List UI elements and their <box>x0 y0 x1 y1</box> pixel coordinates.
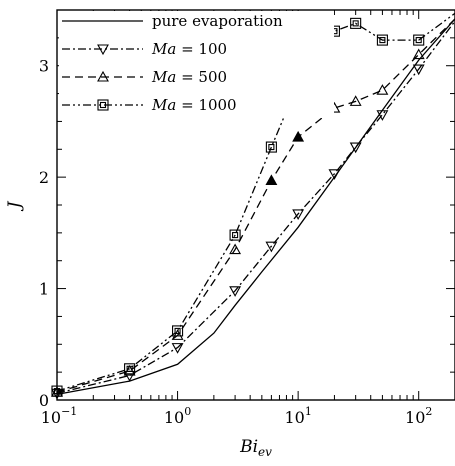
x-tick-base: 10 <box>41 408 61 427</box>
y-tick-label: 1 <box>39 280 49 299</box>
marker-square-inner <box>379 37 386 44</box>
y-tick-label: 3 <box>39 57 49 76</box>
x-tick-label: 10−1 <box>41 405 78 427</box>
marker-square-inner <box>232 232 239 239</box>
x-tick-base: 10 <box>164 408 184 427</box>
legend-label: Ma = 1000 <box>151 96 237 114</box>
marker-triangle-down <box>412 64 425 76</box>
marker-square <box>124 363 136 375</box>
marker-triangle-up <box>292 130 305 142</box>
marker-triangle-up <box>265 174 278 186</box>
x-tick-label: 102 <box>405 405 432 427</box>
series-0 <box>56 18 455 396</box>
marker-square <box>229 229 241 241</box>
marker-triangle-up <box>376 84 389 95</box>
legend-label: pure evaporation <box>152 12 283 30</box>
y-tick-label: 0 <box>39 391 49 410</box>
marker-triangle-down <box>292 209 305 221</box>
series-line <box>56 20 455 394</box>
x-tick-exponent: −1 <box>61 405 77 418</box>
marker-triangle-up <box>229 243 242 255</box>
legend-label-value: = 100 <box>176 40 227 58</box>
legend-label: Ma = 100 <box>151 40 227 58</box>
x-tick-label: 100 <box>164 405 191 427</box>
legend-entry-1: Ma = 100 <box>62 40 227 58</box>
marker-square-inner <box>352 20 359 27</box>
x-tick-label: 101 <box>284 405 311 427</box>
marker-triangle-down <box>328 169 341 180</box>
marker-triangle-up <box>171 329 184 340</box>
x-axis-label-main: Bi <box>239 437 258 457</box>
marker-square-inner <box>415 37 422 44</box>
legend-entry-0: pure evaporation <box>62 12 283 30</box>
marker-square-inner <box>99 101 107 109</box>
marker-triangle-up <box>97 70 109 82</box>
marker-square <box>376 34 388 46</box>
marker-triangle-down <box>97 44 109 56</box>
marker-triangle-down <box>265 241 278 253</box>
marker-square <box>172 325 184 337</box>
marker-square <box>413 34 425 46</box>
marker-square <box>97 99 109 111</box>
x-tick-exponent: 0 <box>184 405 191 418</box>
marker-triangle-down <box>229 286 242 297</box>
legend-label-symbol: Ma <box>151 96 176 114</box>
marker-square <box>265 141 277 153</box>
legend-entry-3: Ma = 1000 <box>62 96 237 114</box>
marker-square <box>350 17 362 29</box>
legend-label-symbol: Ma <box>151 40 176 58</box>
x-tick-exponent: 2 <box>425 405 432 418</box>
legend-label: Ma = 500 <box>151 68 227 86</box>
x-axis-label: Biev <box>239 437 272 459</box>
legend-label-symbol: Ma <box>151 68 176 86</box>
marker-square-inner <box>268 144 275 151</box>
marker-triangle-down <box>349 142 362 154</box>
y-axis-label: J <box>5 200 25 211</box>
legend-entry-2: Ma = 500 <box>62 68 227 86</box>
x-tick-exponent: 1 <box>305 405 312 418</box>
series-line <box>56 18 455 396</box>
x-tick-base: 10 <box>405 408 425 427</box>
x-tick-base: 10 <box>284 408 304 427</box>
series-line <box>56 12 455 392</box>
legend-label-value: = 1000 <box>176 96 236 114</box>
marker-triangle-up <box>349 95 362 106</box>
marker-triangle-up <box>412 48 425 60</box>
y-tick-label: 2 <box>39 168 49 187</box>
marker-triangle-down <box>376 110 389 121</box>
marker-triangle-down <box>171 343 184 354</box>
legend-label-value: = 500 <box>176 68 227 86</box>
marker-square-inner <box>174 327 181 334</box>
plot-frame <box>56 9 455 401</box>
x-axis-label-subscript: ev <box>258 445 272 459</box>
marker-square-inner <box>126 365 133 372</box>
